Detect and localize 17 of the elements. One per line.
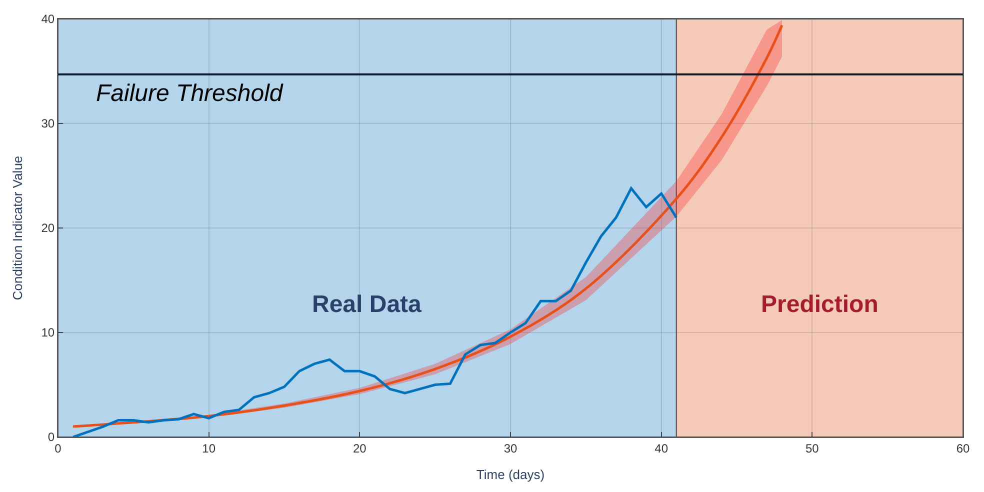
y-tick-label: 30 [41,116,55,131]
ref-line-label: Failure Threshold [96,80,284,107]
y-tick-label: 20 [41,221,55,236]
y-tick-label: 10 [41,326,55,340]
y-tick-label: 0 [48,430,55,444]
x-tick-label: 60 [956,441,970,456]
band-label: Real Data [312,291,422,318]
x-tick-label: 10 [202,441,216,456]
x-tick-label: 30 [504,441,518,456]
x-tick-label: 40 [654,441,668,456]
x-tick-label: 50 [805,441,820,456]
y-axis-title: Condition Indicator Value [10,156,26,300]
x-tick-label: 20 [352,441,367,456]
x-axis-title: Time (days) [476,467,545,482]
line-series [72,187,678,437]
y-tick-label: 40 [41,12,55,26]
band-label: Prediction [761,291,878,318]
